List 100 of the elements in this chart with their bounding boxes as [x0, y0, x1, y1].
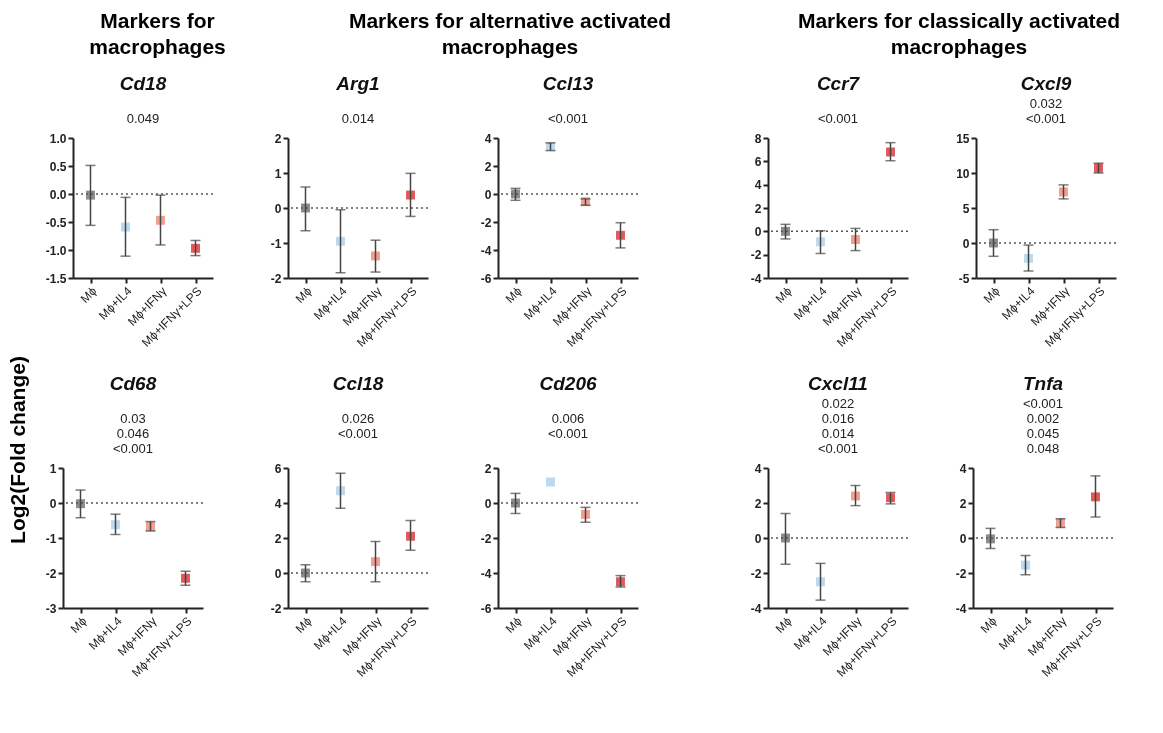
- y-tick-label: -4: [480, 566, 492, 581]
- y-tick-label: -0.5: [45, 215, 67, 230]
- y-tick-label: 4: [484, 131, 492, 146]
- y-tick-label: -2: [750, 566, 762, 581]
- y-tick-label: 0: [959, 531, 967, 546]
- x-tick-label: Mϕ: [502, 613, 525, 636]
- text: 0.014: [341, 111, 375, 126]
- y-tick-label: 2: [484, 159, 492, 174]
- y-tick-label: 2: [484, 461, 492, 476]
- y-tick-label: -1.0: [45, 243, 67, 258]
- text: <0.001: [547, 426, 589, 441]
- y-tick-label: -5: [958, 271, 970, 286]
- y-tick-label: -2: [955, 566, 967, 581]
- text: <0.001: [337, 426, 379, 441]
- x-tick-label: Mϕ: [772, 283, 795, 306]
- y-tick-label: -6: [480, 271, 492, 286]
- text: 0.049: [126, 111, 160, 126]
- y-tick-label: 8: [754, 131, 762, 146]
- y-tick-label: 1.0: [49, 131, 67, 146]
- y-tick-label: -4: [480, 243, 492, 258]
- y-tick-label: 0: [754, 224, 762, 239]
- y-tick-label: -3: [45, 601, 57, 616]
- text: <0.001: [817, 441, 859, 456]
- x-tick-label: Mϕ: [502, 283, 525, 306]
- x-tick-label: Mϕ: [67, 613, 90, 636]
- y-tick-label: 2: [754, 496, 762, 511]
- y-tick-label: 4: [959, 461, 967, 476]
- y-tick-label: 0: [484, 187, 492, 202]
- chart-title: Cd68: [109, 373, 157, 394]
- y-tick-label: 0: [274, 201, 282, 216]
- point: [546, 477, 555, 487]
- chart-title: Ccl13: [542, 73, 594, 94]
- y-tick-label: -1: [270, 236, 282, 251]
- text: 0.006: [551, 411, 585, 426]
- y-axis-title: Log2(Fold change): [6, 356, 30, 544]
- y-tick-label: 2: [274, 131, 282, 146]
- y-tick-label: -2: [45, 566, 57, 581]
- text: <0.001: [817, 111, 859, 126]
- y-tick-label: 1: [49, 461, 57, 476]
- text: 0.048: [1026, 441, 1060, 456]
- x-tick-label: Mϕ: [77, 283, 100, 306]
- chart-subtitle: Markers for macrophages: [88, 8, 227, 60]
- y-tick-label: 0.5: [49, 159, 67, 174]
- y-tick-label: -2: [750, 248, 762, 263]
- chart-title: Tnfa: [1022, 373, 1064, 394]
- y-tick-label: 0.0: [49, 187, 67, 202]
- x-tick-label: Mϕ: [772, 613, 795, 636]
- chart-title: Cxcl9: [1020, 73, 1072, 94]
- y-tick-label: -2: [480, 215, 492, 230]
- x-tick-label: Mϕ: [292, 613, 315, 636]
- text: 0.026: [341, 411, 375, 426]
- y-tick-label: -2: [480, 531, 492, 546]
- y-tick-label: -1.5: [45, 271, 67, 286]
- y-tick-label: 0: [962, 236, 970, 251]
- text: Markers for alternative activated macrophages: [347, 8, 673, 60]
- text: 0.032: [1029, 96, 1063, 111]
- y-tick-label: -4: [750, 601, 762, 616]
- y-tick-label: 6: [274, 461, 282, 476]
- text: <0.001: [1022, 396, 1064, 411]
- y-tick-label: 2: [274, 531, 282, 546]
- y-tick-label: 0: [49, 496, 57, 511]
- text: <0.001: [112, 441, 154, 456]
- text: 0.03: [120, 411, 146, 426]
- text: 0.022: [821, 396, 855, 411]
- y-tick-label: 6: [754, 154, 762, 169]
- y-tick-label: 1: [274, 166, 282, 181]
- y-tick-label: 10: [956, 166, 970, 181]
- chart-title: Ccr7: [816, 73, 861, 94]
- y-tick-label: 5: [962, 201, 970, 216]
- y-tick-label: -4: [750, 271, 762, 286]
- text: <0.001: [1025, 111, 1067, 126]
- y-tick-label: 0: [754, 531, 762, 546]
- y-tick-label: -6: [480, 601, 492, 616]
- y-tick-label: 4: [754, 178, 762, 193]
- text: 0.002: [1026, 411, 1060, 426]
- chart-title: Arg1: [335, 73, 380, 94]
- chart-title: Cd18: [119, 73, 167, 94]
- y-tick-label: -4: [955, 601, 967, 616]
- y-tick-label: 4: [274, 496, 282, 511]
- y-tick-label: 4: [754, 461, 762, 476]
- text: Markers for classically activated macrophages: [796, 8, 1122, 60]
- chart-title: Ccl18: [332, 373, 384, 394]
- y-tick-label: 15: [956, 131, 970, 146]
- x-tick-label: Mϕ: [977, 613, 1000, 636]
- y-tick-label: -2: [270, 601, 282, 616]
- text: 0.016: [821, 411, 855, 426]
- y-tick-label: -2: [270, 271, 282, 286]
- x-tick-label: Mϕ: [980, 283, 1003, 306]
- text: 0.014: [821, 426, 855, 441]
- chart-title: Cxcl11: [808, 373, 868, 394]
- y-tick-label: -1: [45, 531, 57, 546]
- y-tick-label: 0: [274, 566, 282, 581]
- text: 0.045: [1026, 426, 1060, 441]
- text: 0.046: [116, 426, 150, 441]
- y-tick-label: 2: [754, 201, 762, 216]
- y-tick-label: 0: [484, 496, 492, 511]
- y-tick-label: 2: [959, 496, 967, 511]
- chart-title: Cd206: [539, 373, 597, 394]
- x-tick-label: Mϕ: [292, 283, 315, 306]
- text: <0.001: [547, 111, 589, 126]
